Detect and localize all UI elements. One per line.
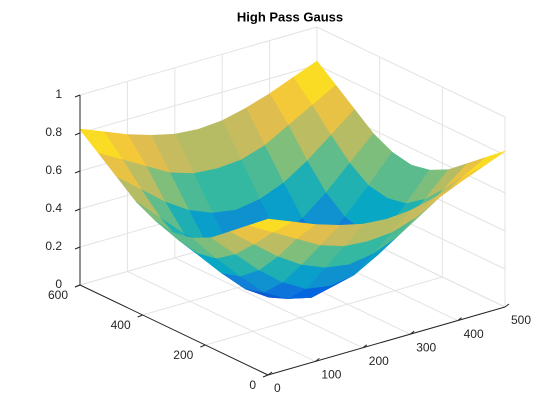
z-tick-label: 0 (55, 277, 62, 291)
z-tick-label: 0.2 (45, 239, 62, 253)
z-tick-label: 0.4 (45, 201, 62, 215)
y-tick-label: 0 (249, 378, 256, 392)
y-tick-label: 600 (48, 288, 68, 302)
x-tick-label: 200 (369, 354, 389, 368)
grid-line (127, 270, 316, 362)
surface (79, 60, 506, 299)
x-tick (315, 357, 320, 362)
y-tick (262, 374, 269, 378)
y-axis (79, 284, 269, 376)
grid-line (79, 64, 318, 134)
y-tick (200, 344, 206, 348)
grid-line (174, 257, 364, 349)
z-tick (74, 170, 81, 174)
x-tick-label: 100 (321, 368, 341, 382)
x-tick (267, 371, 273, 376)
x-tick (457, 317, 462, 322)
x-tick-label: 300 (416, 340, 436, 354)
grid-line (316, 64, 506, 156)
z-tick (74, 94, 81, 98)
y-tick (137, 314, 143, 318)
x-axis (267, 306, 506, 376)
x-tick (409, 330, 415, 335)
z-tick (74, 208, 81, 212)
grid-line (79, 26, 318, 96)
x-tick (504, 303, 510, 308)
x-tick-label: 400 (464, 327, 484, 341)
z-tick-label: 0.6 (45, 163, 62, 177)
y-tick-label: 200 (173, 348, 193, 362)
x-tick (362, 344, 368, 349)
z-tick (74, 246, 81, 250)
x-tick-label: 500 (511, 313, 531, 327)
surface-patch (248, 218, 293, 233)
chart-title: High Pass Gauss (237, 9, 343, 24)
x-tick-label: 0 (274, 381, 281, 395)
z-tick-label: 1 (55, 87, 62, 101)
z-tick-label: 0.8 (45, 125, 62, 139)
y-tick-label: 400 (111, 318, 131, 332)
z-tick (74, 284, 81, 288)
grid-line (205, 276, 443, 346)
grid-line (316, 26, 506, 118)
z-tick (74, 132, 81, 136)
